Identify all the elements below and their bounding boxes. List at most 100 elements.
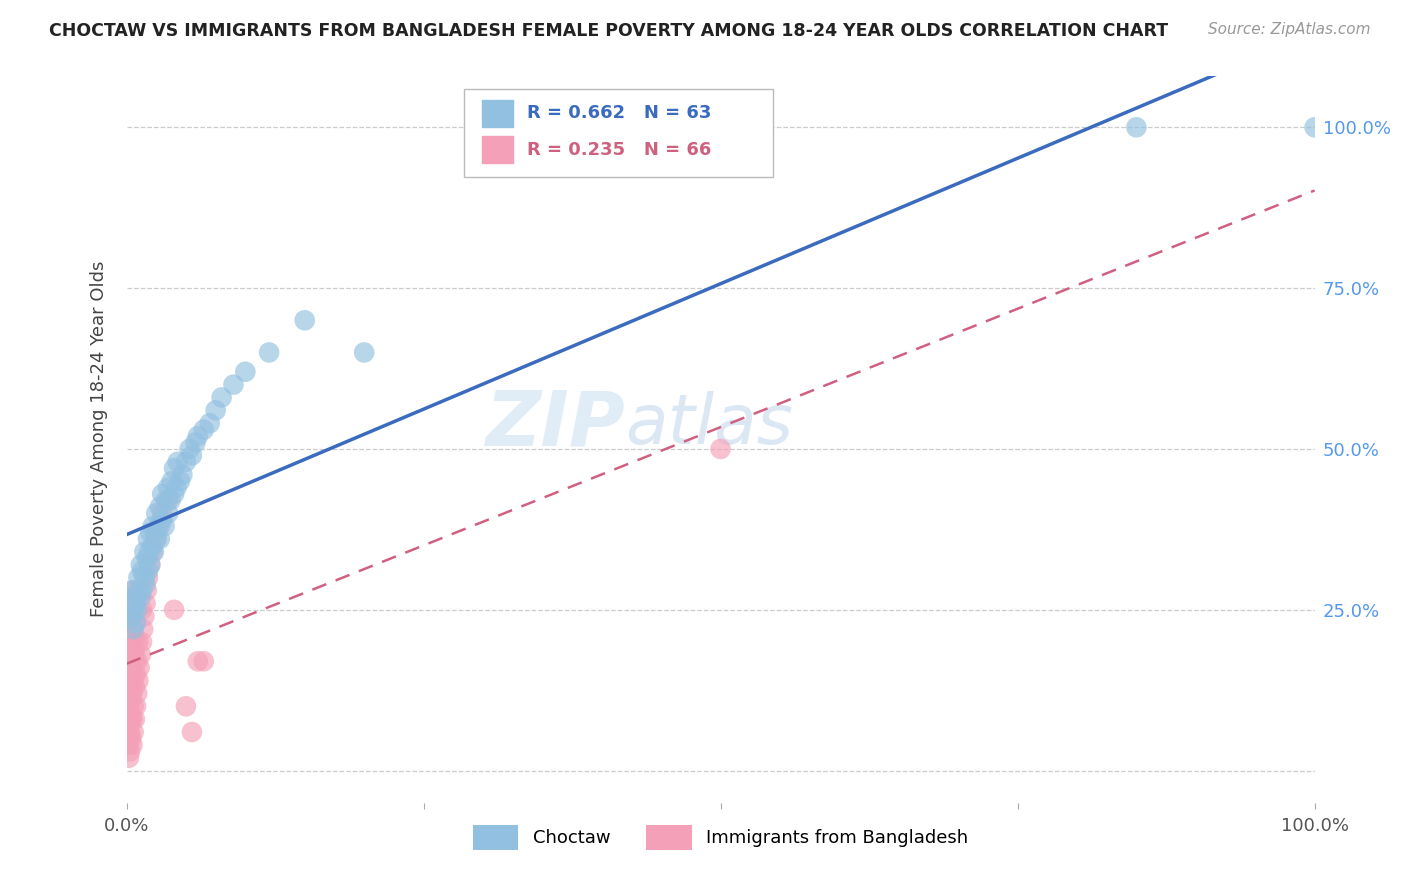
- Point: [166, 455, 188, 469]
- Point: [127, 583, 149, 598]
- Text: ZIP: ZIP: [486, 388, 626, 462]
- Text: R = 0.662   N = 63: R = 0.662 N = 63: [527, 104, 711, 122]
- Point: [127, 686, 149, 700]
- Point: [143, 525, 166, 540]
- Point: [294, 313, 316, 327]
- Point: [222, 377, 245, 392]
- Point: [163, 487, 186, 501]
- Point: [155, 493, 177, 508]
- Point: [121, 712, 143, 726]
- Point: [120, 731, 142, 746]
- Point: [121, 609, 143, 624]
- Point: [193, 654, 215, 668]
- Point: [120, 673, 142, 688]
- Point: [134, 571, 156, 585]
- Point: [122, 725, 145, 739]
- Point: [145, 532, 167, 546]
- Point: [187, 654, 209, 668]
- Point: [125, 596, 148, 610]
- Point: [187, 429, 209, 443]
- Point: [136, 532, 159, 546]
- Point: [120, 744, 142, 758]
- Point: [120, 596, 142, 610]
- Point: [138, 545, 160, 559]
- Point: [180, 725, 202, 739]
- Point: [120, 635, 142, 649]
- Point: [710, 442, 733, 456]
- Point: [120, 615, 142, 630]
- Point: [149, 500, 172, 514]
- Point: [198, 416, 221, 430]
- Point: [132, 622, 155, 636]
- Point: [150, 506, 173, 520]
- Point: [120, 609, 142, 624]
- Point: [118, 712, 141, 726]
- Point: [184, 435, 207, 450]
- Point: [131, 583, 153, 598]
- Point: [124, 615, 146, 630]
- Point: [131, 603, 153, 617]
- Point: [129, 648, 152, 662]
- Text: Source: ZipAtlas.com: Source: ZipAtlas.com: [1208, 22, 1371, 37]
- Point: [135, 596, 157, 610]
- Point: [163, 603, 186, 617]
- Point: [193, 423, 215, 437]
- Point: [145, 532, 167, 546]
- Point: [135, 583, 157, 598]
- Point: [125, 699, 148, 714]
- Point: [124, 680, 146, 694]
- Point: [127, 603, 149, 617]
- Point: [121, 609, 143, 624]
- Point: [142, 545, 165, 559]
- Point: [139, 558, 162, 572]
- Point: [120, 622, 142, 636]
- Point: [121, 583, 143, 598]
- Point: [121, 686, 143, 700]
- Point: [120, 648, 142, 662]
- Point: [118, 725, 141, 739]
- Point: [1125, 120, 1147, 135]
- Point: [127, 673, 149, 688]
- Point: [204, 403, 226, 417]
- Point: [118, 751, 141, 765]
- Point: [122, 673, 145, 688]
- Point: [120, 635, 142, 649]
- Y-axis label: Female Poverty Among 18-24 Year Olds: Female Poverty Among 18-24 Year Olds: [90, 261, 108, 617]
- Point: [149, 519, 172, 533]
- Point: [150, 487, 173, 501]
- Point: [125, 615, 148, 630]
- Point: [150, 513, 173, 527]
- Point: [121, 583, 143, 598]
- Point: [211, 391, 233, 405]
- Point: [1303, 120, 1326, 135]
- Point: [135, 577, 157, 591]
- Point: [122, 622, 145, 636]
- Point: [159, 493, 181, 508]
- Point: [120, 654, 142, 668]
- Point: [163, 461, 186, 475]
- Point: [157, 506, 180, 520]
- Point: [160, 474, 183, 488]
- Point: [122, 699, 145, 714]
- Point: [145, 506, 167, 520]
- Point: [125, 635, 148, 649]
- Point: [174, 699, 197, 714]
- Point: [134, 609, 156, 624]
- Point: [172, 467, 194, 482]
- Text: R = 0.235   N = 66: R = 0.235 N = 66: [527, 141, 711, 159]
- Point: [128, 661, 150, 675]
- Point: [139, 525, 162, 540]
- Point: [127, 571, 149, 585]
- Point: [157, 481, 180, 495]
- Text: CHOCTAW VS IMMIGRANTS FROM BANGLADESH FEMALE POVERTY AMONG 18-24 YEAR OLDS CORRE: CHOCTAW VS IMMIGRANTS FROM BANGLADESH FE…: [49, 22, 1168, 40]
- Point: [142, 519, 165, 533]
- Point: [257, 345, 280, 359]
- Point: [135, 551, 157, 566]
- Point: [139, 558, 162, 572]
- Point: [124, 712, 146, 726]
- Point: [120, 667, 142, 681]
- Point: [142, 539, 165, 553]
- Point: [121, 661, 143, 675]
- Point: [121, 596, 143, 610]
- Point: [129, 558, 152, 572]
